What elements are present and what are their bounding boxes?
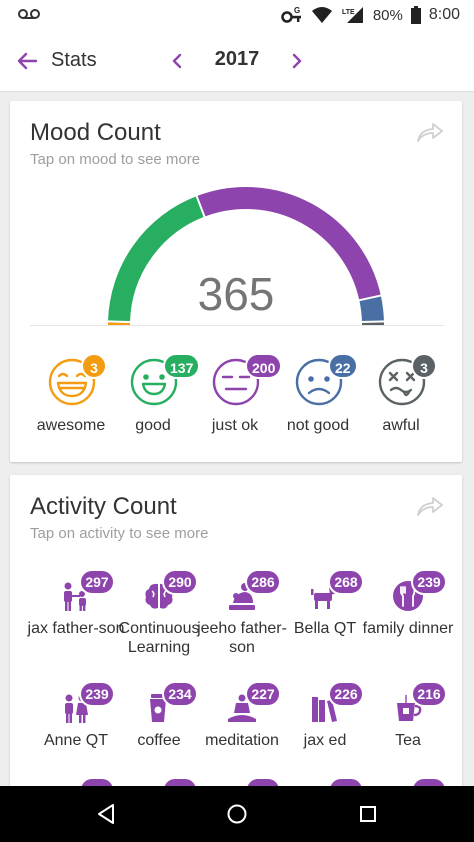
previous-year-button[interactable]: [164, 48, 190, 74]
share-activity-button[interactable]: [416, 495, 444, 517]
mood-item-good[interactable]: 137 good: [113, 351, 201, 441]
network-type-label: LTE: [342, 9, 355, 16]
arrow-left-icon: [17, 52, 38, 70]
activity-count-badge: 216: [411, 681, 447, 707]
activity-label: family dinner: [362, 620, 454, 637]
mood-gauge-chart[interactable]: [10, 101, 462, 341]
battery-icon: [410, 6, 421, 24]
share-mood-button[interactable]: [416, 121, 444, 143]
mood-count-badge: 22: [328, 353, 358, 379]
wifi-icon: [311, 7, 332, 23]
activity-count-badge: 227: [245, 681, 281, 707]
activity-label: jax father-son: [27, 620, 125, 637]
good-face-icon: [130, 358, 178, 406]
activity-item[interactable]: 226 jax ed: [280, 681, 370, 786]
activity-card-subtitle: Tap on activity to see more: [30, 525, 209, 542]
year-label: 2017: [214, 48, 260, 70]
activity-label: coffee: [137, 732, 181, 749]
mood-item-just-ok[interactable]: 200 just ok: [195, 351, 283, 441]
activity-count-card: Activity Count Tap on activity to see mo…: [10, 475, 462, 795]
recents-square-icon[interactable]: [356, 802, 380, 826]
gauge-segment-not-good[interactable]: [359, 295, 384, 323]
mood-count-badge: 137: [163, 353, 201, 379]
activity-count-badge: 290: [162, 569, 198, 595]
gauge-separator: [360, 320, 385, 324]
mood-label: awful: [382, 417, 420, 434]
activity-item[interactable]: 234 coffee: [114, 681, 204, 786]
gauge-separator: [358, 294, 383, 302]
gauge-segment-just-ok[interactable]: [196, 187, 381, 301]
status-bar: G LTE 80% 8:00: [0, 0, 474, 30]
chevron-left-icon: [172, 53, 182, 69]
mood-count-badge: 3: [81, 353, 107, 379]
activity-item[interactable]: 268 Bella QT: [280, 569, 370, 674]
activity-item[interactable]: 216 Tea: [363, 681, 453, 786]
mood-label: not good: [286, 417, 350, 434]
activity-label: Continuous Learning: [118, 620, 200, 656]
gauge-separator: [195, 194, 206, 218]
back-triangle-icon[interactable]: [94, 802, 118, 826]
coffee-icon: [150, 694, 166, 722]
books-icon: [312, 697, 337, 722]
activity-count-badge: 239: [79, 681, 115, 707]
not-good-face-icon: [295, 358, 343, 406]
activity-item[interactable]: 297 jax father-son: [28, 569, 124, 674]
activity-item[interactable]: 239 family dinner: [363, 569, 453, 674]
activity-item[interactable]: 290 Continuous Learning: [114, 569, 204, 674]
activity-count-badge: 268: [328, 569, 364, 595]
mood-label: awesome: [36, 417, 106, 434]
activity-label: jax ed: [303, 732, 347, 749]
father-son-icon: [64, 582, 86, 611]
app-bar: Stats 2017: [0, 30, 474, 92]
meditation-icon: [228, 694, 256, 722]
activity-count-badge: 234: [162, 681, 198, 707]
back-button[interactable]: [12, 47, 42, 75]
home-circle-icon[interactable]: [225, 802, 249, 826]
chevron-right-icon: [292, 53, 302, 69]
mood-label: just ok: [211, 417, 259, 434]
mood-card-title: Mood Count: [30, 119, 161, 146]
activity-label: jeeho father-son: [197, 620, 287, 656]
awful-face-icon: [378, 358, 426, 406]
mood-count-badge: 3: [411, 353, 437, 379]
gauge-segment-good[interactable]: [108, 196, 205, 323]
next-year-button[interactable]: [284, 48, 310, 74]
activity-count-badge: 239: [411, 569, 447, 595]
share-icon: [417, 123, 443, 142]
mood-card-subtitle: Tap on mood to see more: [30, 151, 201, 168]
clock-time: 8:00: [428, 6, 460, 23]
activity-count-badge: 226: [328, 681, 364, 707]
mood-count-badge: 200: [245, 353, 283, 379]
gauge-separator: [107, 320, 132, 324]
mood-count-card: Mood Count Tap on mood to see more 365 3…: [10, 101, 462, 462]
page-title: Stats: [51, 49, 97, 71]
activity-count-badge: 286: [245, 569, 281, 595]
vpn-key-icon: G: [281, 6, 301, 23]
mood-total-count: 365: [197, 268, 275, 320]
activity-label: Tea: [395, 732, 421, 749]
activity-label: meditation: [205, 732, 279, 749]
awesome-face-icon: [48, 358, 96, 406]
mood-item-awful[interactable]: 3 awful: [361, 351, 441, 441]
share-icon: [417, 497, 443, 516]
battery-percent: 80%: [372, 6, 403, 24]
mood-item-not-good[interactable]: 22 not good: [278, 351, 358, 441]
activity-label: Bella QT: [293, 620, 357, 637]
activity-item[interactable]: 239 Anne QT: [31, 681, 121, 786]
mood-label: good: [135, 417, 171, 434]
navigation-bar: [0, 786, 474, 842]
activity-count-badge: 297: [79, 569, 115, 595]
svg-text:G: G: [294, 6, 300, 15]
activity-item[interactable]: 286 jeeho father-son: [197, 569, 287, 674]
voicemail-icon: [18, 9, 40, 19]
signal-icon: LTE: [342, 7, 363, 23]
gauge-baseline: [30, 325, 444, 326]
activity-card-title: Activity Count: [30, 493, 177, 520]
activity-label: Anne QT: [43, 732, 109, 749]
tea-icon: [397, 695, 422, 721]
mood-item-awesome[interactable]: 3 awesome: [31, 351, 111, 441]
activity-item[interactable]: 227 meditation: [197, 681, 287, 786]
just-ok-face-icon: [212, 358, 260, 406]
